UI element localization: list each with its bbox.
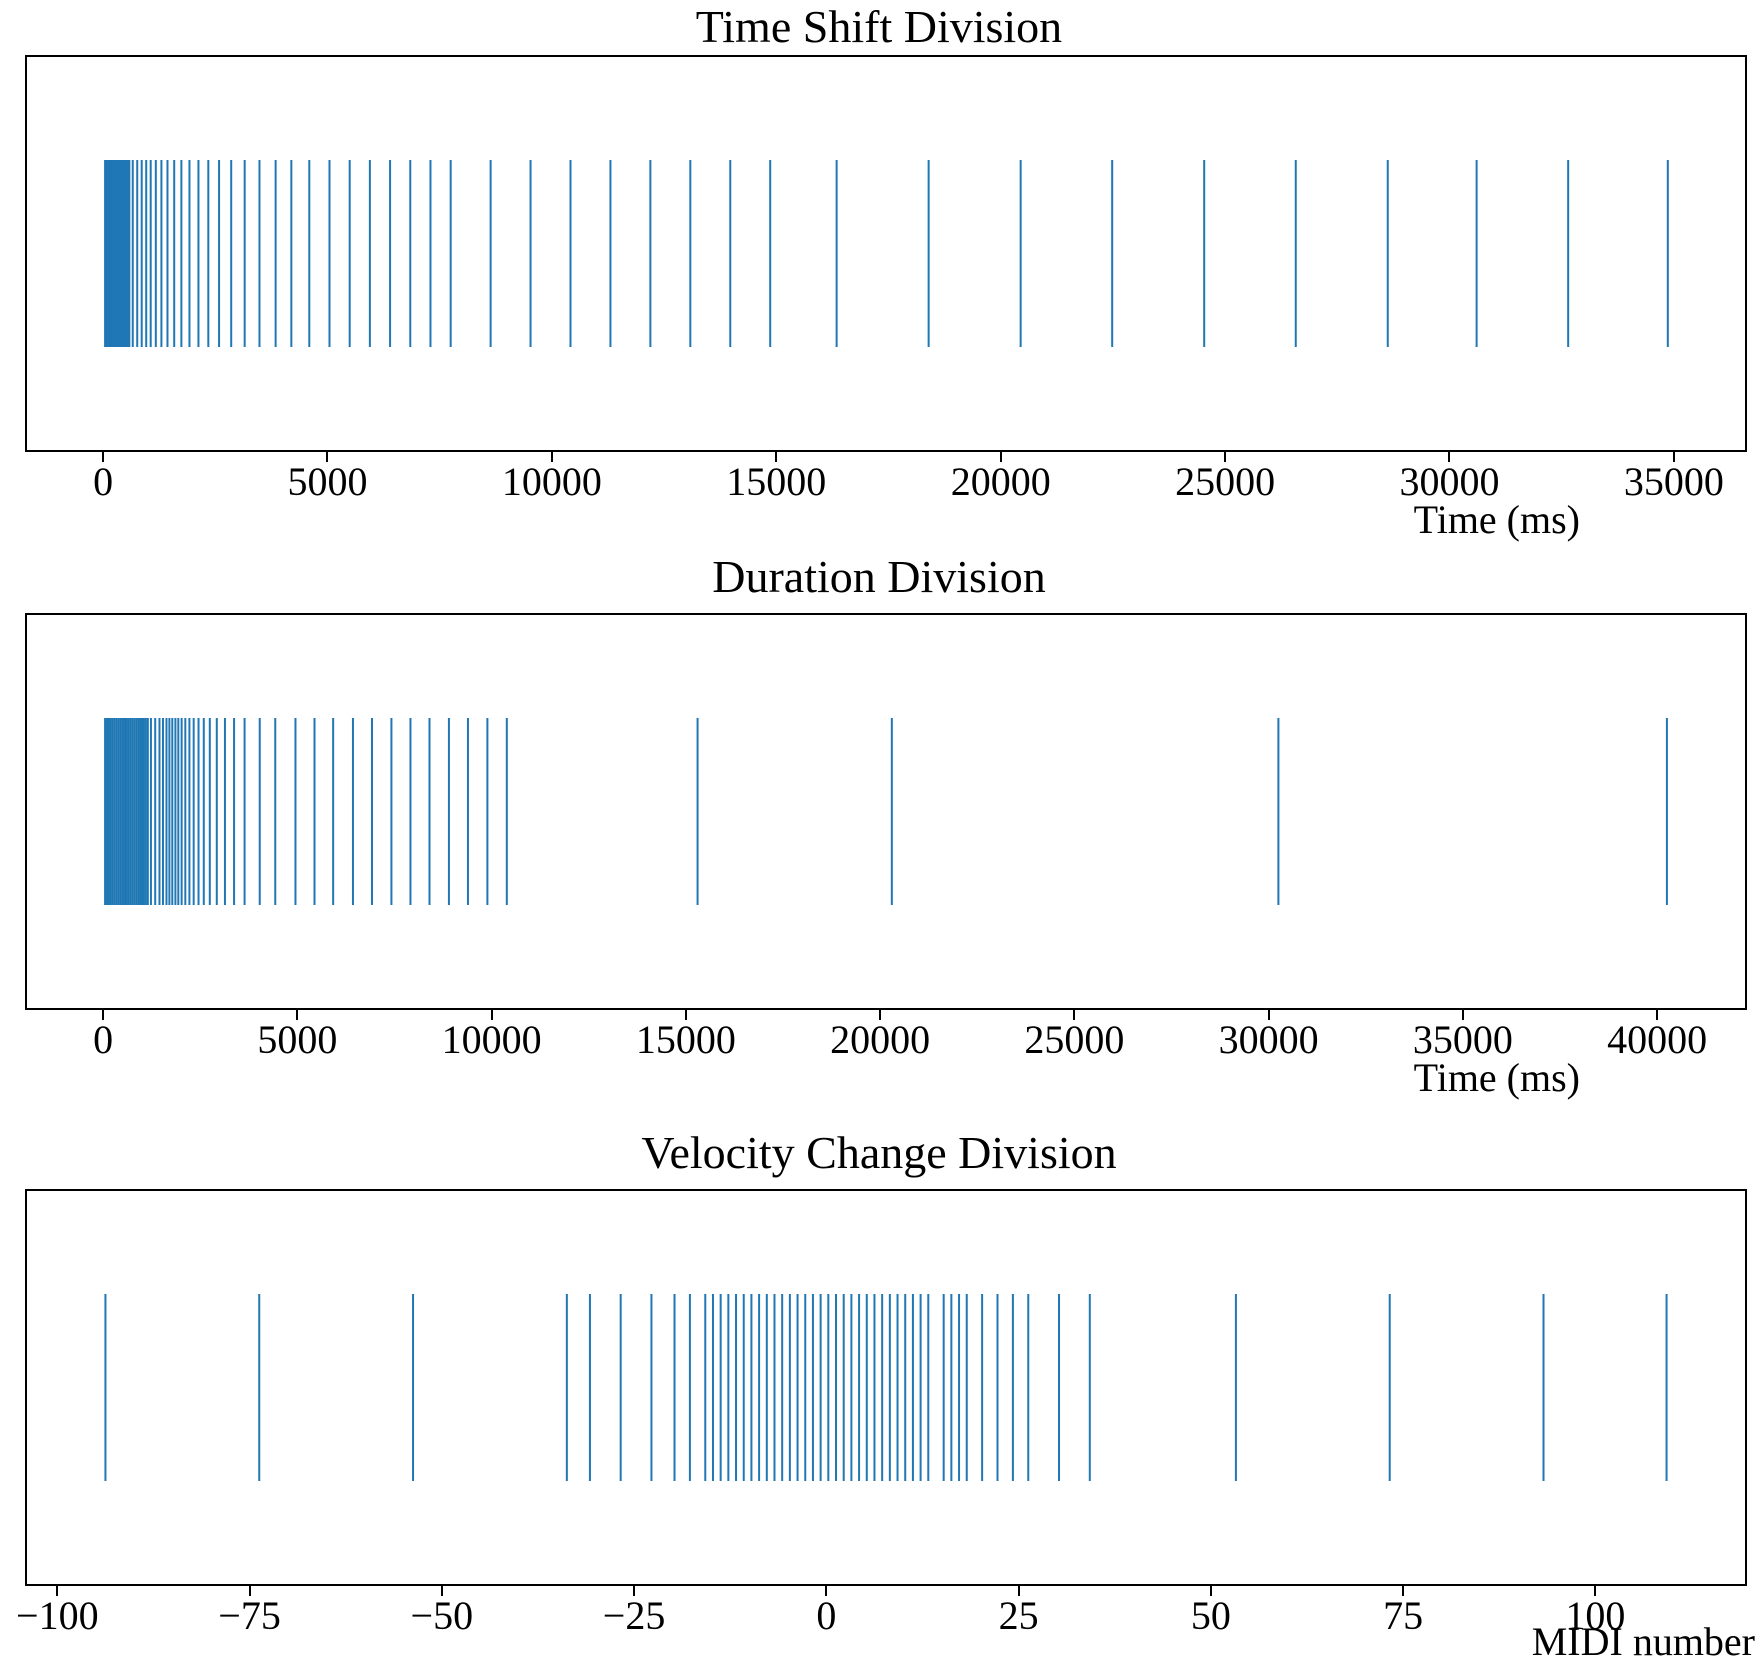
duration-axes-box [25, 613, 1747, 1010]
x-tick-mark [296, 1010, 299, 1020]
x-tick-label: −75 [218, 1593, 281, 1638]
x-tick-mark [1656, 1010, 1659, 1020]
velocity-change-tick-row: −100 −75 −50 −25 0 25 50 75 100 [0, 1586, 1758, 1642]
x-tick-mark [775, 452, 778, 462]
x-tick-mark [1017, 1586, 1020, 1596]
x-tick-label: 5000 [287, 459, 368, 504]
x-tick-label: 30000 [1399, 459, 1500, 504]
x-tick-label: 20000 [830, 1017, 931, 1062]
time-shift-x-axis-label: Time (ms) [1413, 497, 1580, 542]
x-tick-mark [56, 1586, 59, 1596]
x-tick-mark [879, 1010, 882, 1020]
x-tick-label: 0 [816, 1593, 837, 1638]
x-tick-mark [684, 1010, 687, 1020]
x-tick-mark [550, 452, 553, 462]
x-tick-label: −25 [602, 1593, 666, 1638]
x-tick-mark [1402, 1586, 1405, 1596]
x-tick-label: 50 [1190, 1593, 1231, 1638]
duration-x-axis-label: Time (ms) [1413, 1055, 1580, 1100]
x-tick-label: 35000 [1412, 1017, 1513, 1062]
x-tick-label: −50 [410, 1593, 474, 1638]
x-tick-label: 5000 [257, 1017, 338, 1062]
time-shift-tick-row: 0 5000 10000 15000 20000 25000 30000 35000 [0, 452, 1758, 508]
x-tick-label: 0 [93, 1017, 114, 1062]
x-tick-mark [999, 452, 1002, 462]
x-tick-mark [825, 1586, 828, 1596]
time-shift-event-lines [104, 159, 1669, 348]
x-tick-mark [1672, 452, 1675, 462]
x-tick-mark [1461, 1010, 1464, 1020]
velocity-change-x-axis-label: MIDI number [1531, 1619, 1755, 1664]
x-tick-label: 25000 [1175, 459, 1276, 504]
x-tick-label: −100 [16, 1593, 99, 1638]
x-tick-label: 10000 [501, 459, 602, 504]
x-tick-label: 10000 [441, 1017, 542, 1062]
time-shift-axes-box [25, 55, 1747, 452]
x-tick-mark [248, 1586, 251, 1596]
x-tick-mark [326, 452, 329, 462]
duration-tick-row: 0 5000 10000 15000 20000 25000 30000 35000 40000 [0, 1010, 1758, 1066]
x-tick-mark [102, 452, 105, 462]
x-tick-label: 0 [93, 459, 114, 504]
x-tick-mark [1594, 1586, 1597, 1596]
x-tick-mark [440, 1586, 443, 1596]
x-tick-label: 75 [1383, 1593, 1424, 1638]
x-tick-mark [1224, 452, 1227, 462]
x-tick-mark [1448, 452, 1451, 462]
x-tick-mark [633, 1586, 636, 1596]
x-tick-mark [490, 1010, 493, 1020]
x-tick-mark [1267, 1010, 1270, 1020]
x-tick-mark [1073, 1010, 1076, 1020]
time-shift-plot-title: Time Shift Division [695, 1, 1063, 52]
x-tick-label: 35000 [1623, 459, 1724, 504]
x-tick-label: 40000 [1607, 1017, 1708, 1062]
x-tick-mark [1209, 1586, 1212, 1596]
x-tick-label: 100 [1565, 1593, 1626, 1638]
velocity-change-plot-title: Velocity Change Division [641, 1127, 1117, 1178]
x-tick-label: 30000 [1218, 1017, 1319, 1062]
x-tick-label: 20000 [950, 459, 1051, 504]
duration-plot-title: Duration Division [712, 551, 1046, 602]
velocity-change-axes-box [25, 1189, 1747, 1586]
x-tick-mark [102, 1010, 105, 1020]
velocity-change-event-lines [104, 1293, 1668, 1482]
x-tick-label: 25000 [1024, 1017, 1125, 1062]
duration-event-lines [104, 717, 1668, 906]
x-tick-label: 15000 [726, 459, 827, 504]
x-tick-label: 25 [998, 1593, 1039, 1638]
x-tick-label: 15000 [635, 1017, 736, 1062]
